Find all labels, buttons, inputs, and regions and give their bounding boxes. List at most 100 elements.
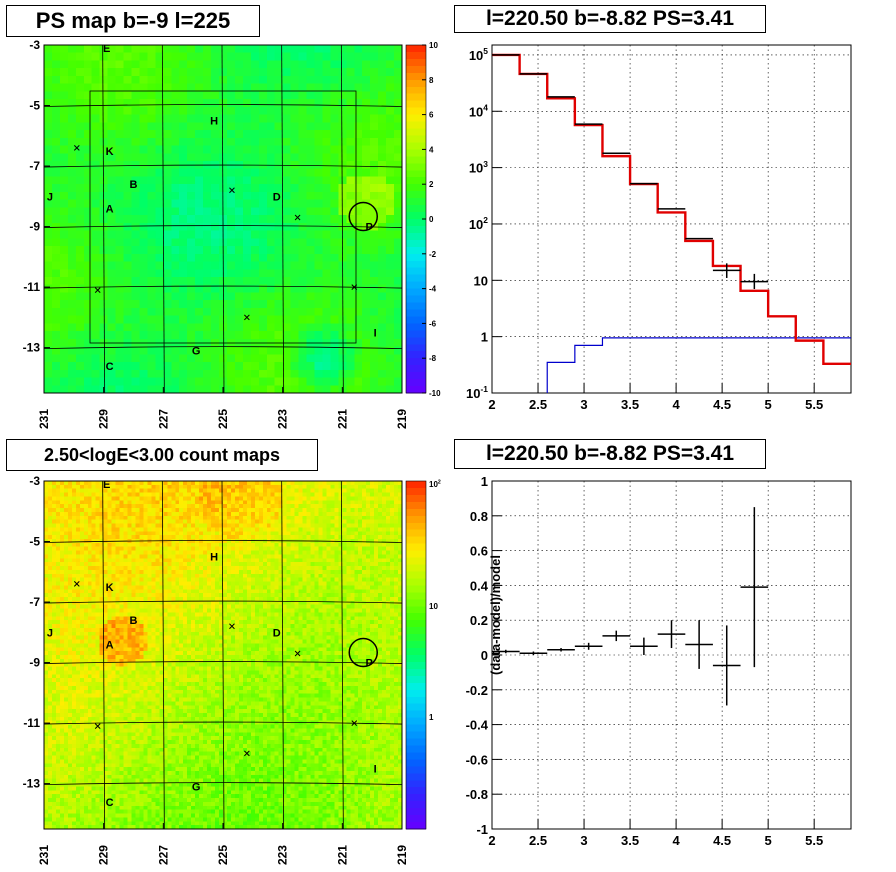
colorbar-cell: [406, 494, 426, 503]
residual-point-6: [657, 620, 686, 649]
colorbar-cell: [406, 682, 426, 691]
colorbar-cell: [406, 170, 426, 178]
colorbar-cell: [406, 379, 426, 387]
x-tick-label: 229: [97, 409, 111, 429]
y-tick-label: -0.4: [466, 718, 489, 733]
colorbar-frame: [405, 480, 427, 830]
x-tick-label: 5: [765, 833, 772, 848]
colorbar-cell: [406, 51, 426, 60]
colorbar-cell: [406, 309, 426, 317]
y-tick-label: -5: [29, 99, 40, 113]
colorbar-tick-label: -10: [429, 389, 441, 398]
residual-point-3: [574, 642, 603, 650]
colorbar-cell: [406, 288, 426, 297]
residual-point-7: [685, 620, 713, 669]
spectrum-panel: 2 2.5 3 3.5 4 4.5 5 5.5 10-1 1 10 102 103 104 105: [466, 44, 852, 412]
residual-point-0: [492, 649, 520, 654]
colorbar-cell: [406, 358, 426, 366]
latitude-line: [43, 540, 403, 543]
longitude-line: [340, 44, 344, 394]
source-label-E: E: [103, 43, 110, 55]
cross-marker: [94, 723, 101, 729]
cross-marker: [244, 314, 250, 321]
spectrum-title: l=220.50 b=-8.82 PS=3.41: [454, 5, 766, 33]
x-tick-label: 227: [156, 845, 170, 865]
colorbar-cell: [406, 752, 426, 760]
colorbar-cell: [406, 557, 426, 566]
longitude-line: [340, 480, 344, 830]
colorbar-tick-label: 8: [429, 76, 434, 85]
source-label-E: E: [103, 479, 110, 491]
source-label-D: D: [273, 627, 281, 639]
heatmap-cells: [44, 481, 403, 830]
x-tick-label: 225: [216, 409, 230, 429]
colorbar-cell: [406, 107, 426, 116]
colorbar-cell: [406, 191, 426, 199]
source-label-P: P: [366, 222, 373, 234]
colorbar-cell: [406, 641, 426, 649]
spectrum-series: [492, 53, 851, 393]
source-label-H: H: [210, 116, 218, 128]
y-tick-label: 0.2: [470, 613, 488, 628]
colorbar-tick-label: 10: [429, 41, 438, 50]
residual-point-4: [602, 630, 631, 642]
x-tick-label: 4: [672, 833, 680, 848]
y-tick-label: 0.8: [470, 509, 488, 524]
colorbar-cell: [406, 156, 426, 164]
x-tick-label: 227: [156, 409, 170, 429]
source-label-J: J: [47, 627, 53, 639]
y-tick-label: 0.6: [470, 544, 488, 559]
colorbar-cell: [406, 550, 426, 559]
x-tick-label: 223: [276, 409, 290, 429]
cross-marker: [229, 623, 235, 630]
colorbar-cell: [406, 661, 426, 670]
colorbar-tick-label: 1: [429, 713, 434, 722]
colorbar-cell: [406, 599, 426, 607]
colorbar-cell: [406, 759, 426, 767]
colorbar-cell: [406, 613, 426, 621]
colorbar-cell: [406, 212, 426, 220]
source-label-B: B: [130, 615, 138, 627]
source-label-D: D: [273, 191, 281, 203]
source-label-C: C: [106, 361, 114, 373]
colorbar-cell: [406, 627, 426, 635]
colorbar-cell: [406, 515, 426, 524]
longitude-line: [221, 44, 225, 394]
map-title: PS map b=-9 l=225: [6, 5, 260, 37]
x-tick-label: 2.5: [529, 397, 547, 412]
colorbar-cell: [406, 703, 426, 712]
colorbar-cell: [406, 386, 426, 394]
colorbar-cell: [406, 717, 426, 726]
residual-ylabel: (data-model)/model: [488, 555, 503, 675]
colorbar-cell: [406, 114, 426, 123]
y-tick-label: 0: [481, 648, 488, 663]
colorbar-cell: [406, 808, 426, 816]
colorbar-cell: [406, 253, 426, 262]
x-tick-label: 2: [488, 397, 495, 412]
colorbar-cell: [406, 149, 426, 157]
colorbar-cell: [406, 225, 426, 234]
cross-marker: [351, 284, 358, 290]
colorbar-cell: [406, 655, 426, 663]
longitude-line: [102, 44, 106, 394]
colorbar-cell: [406, 543, 426, 552]
colorbar-cell: [406, 745, 426, 753]
colorbar-cell: [406, 142, 426, 150]
colorbar-cell: [406, 634, 426, 642]
longitude-line: [161, 44, 165, 394]
colorbar-cell: [406, 675, 426, 684]
x-tick-label: 5: [765, 397, 772, 412]
x-tick-label: 4.5: [713, 833, 731, 848]
colorbar-cell: [406, 86, 426, 95]
cross-marker: [244, 750, 250, 757]
colorbar-cell: [406, 205, 426, 213]
longitude-line: [221, 480, 225, 830]
y-tick-label: -3: [29, 474, 40, 488]
y-tick-label: -5: [29, 535, 40, 549]
colorbar-cell: [406, 135, 426, 143]
source-label-B: B: [130, 179, 138, 191]
colorbar-cell: [406, 620, 426, 628]
residual-point-8: [712, 625, 741, 706]
y-tick-label: -7: [29, 159, 40, 173]
latitude-line: [43, 104, 403, 107]
